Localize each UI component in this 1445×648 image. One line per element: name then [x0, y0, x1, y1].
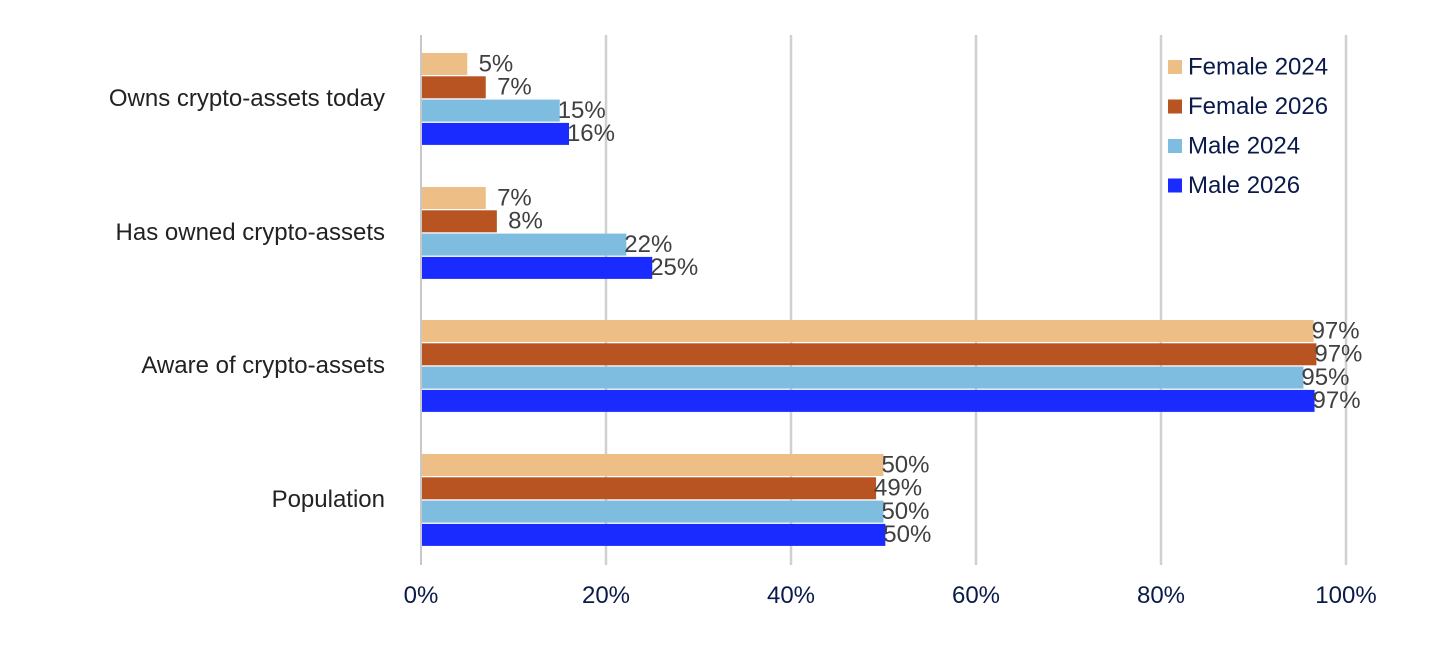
legend-swatch-female-2026 [1168, 99, 1182, 114]
x-tick-label: 80% [1137, 582, 1185, 609]
x-tick-label: 100% [1315, 582, 1376, 609]
x-tick-label: 20% [582, 582, 630, 609]
category-label: Has owned crypto-assets [116, 219, 385, 246]
x-tick-label: 60% [952, 582, 1000, 609]
bar-male-2024 [422, 366, 1304, 389]
bar-female-2026 [422, 343, 1317, 366]
data-label: 15% [558, 97, 606, 124]
data-label: 97% [1314, 341, 1362, 368]
bar-male-2026 [422, 523, 886, 546]
data-label: 49% [874, 475, 922, 502]
legend-label-male-2026: Male 2026 [1188, 172, 1300, 199]
legend-swatch-male-2026 [1168, 178, 1182, 193]
bar-female-2024 [422, 454, 884, 476]
legend-label-female-2024: Female 2024 [1188, 53, 1328, 80]
data-label: 97% [1313, 387, 1361, 414]
data-label: 95% [1301, 364, 1349, 391]
grid [420, 35, 1348, 565]
data-label: 8% [508, 208, 543, 235]
legend-label-female-2026: Female 2026 [1188, 93, 1328, 120]
data-label: 16% [567, 120, 615, 147]
bar-female-2026 [422, 76, 486, 99]
category-label: Aware of crypto-assets [141, 352, 385, 379]
legend: Female 2024 Female 2026 Male 2024 Male 2026 [1168, 53, 1328, 199]
data-label: 50% [881, 451, 929, 478]
data-labels: 5%7%97%50%7%8%97%49%15%22%95%50%16%25%97… [479, 50, 1363, 548]
bar-female-2024 [422, 187, 486, 209]
bar-female-2024 [422, 320, 1314, 342]
bar-female-2024 [422, 53, 468, 75]
x-tick-label: 0% [404, 582, 439, 609]
data-label: 7% [497, 74, 532, 101]
legend-swatch-female-2024 [1168, 60, 1182, 74]
bar-male-2024 [422, 233, 627, 256]
data-label: 22% [624, 231, 672, 258]
data-label: 50% [881, 498, 929, 525]
bar-male-2026 [422, 122, 569, 145]
category-label: Owns crypto-assets today [109, 85, 385, 112]
data-label: 5% [479, 50, 514, 77]
category-label: Population [272, 486, 385, 513]
bar-female-2026 [422, 210, 497, 233]
data-label: 97% [1312, 317, 1360, 344]
data-label: 7% [497, 184, 532, 211]
bar-male-2026 [422, 389, 1315, 412]
bar-male-2024 [422, 500, 884, 523]
bar-female-2026 [422, 477, 877, 500]
data-label: 25% [650, 254, 698, 281]
data-label: 50% [883, 521, 931, 548]
category-labels: Owns crypto-assets today Has owned crypto… [109, 85, 385, 513]
bar-male-2026 [422, 256, 653, 279]
legend-swatch-male-2024 [1168, 139, 1182, 153]
x-axis-ticks: 0% 20% 40% 60% 80% 100% [404, 582, 1377, 609]
legend-label-male-2024: Male 2024 [1188, 132, 1300, 159]
x-tick-label: 40% [767, 582, 815, 609]
bars [422, 53, 1317, 546]
bar-male-2024 [422, 99, 560, 122]
